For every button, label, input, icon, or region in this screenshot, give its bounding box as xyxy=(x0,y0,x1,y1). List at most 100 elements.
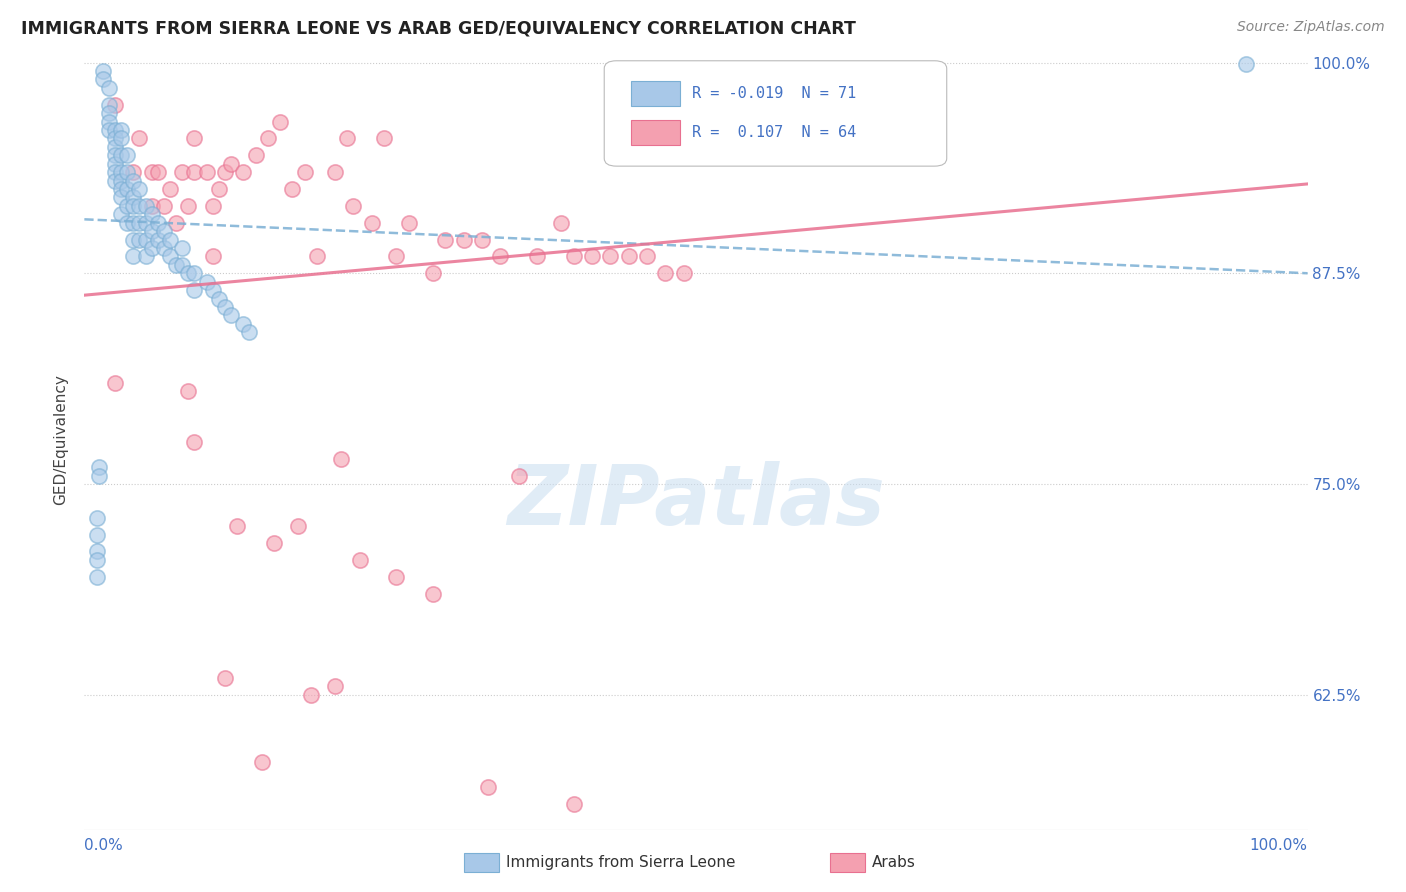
Point xyxy=(122,199,145,213)
Point xyxy=(86,527,108,541)
Point xyxy=(97,123,120,137)
Point xyxy=(226,519,249,533)
Point xyxy=(177,384,200,399)
Point xyxy=(104,173,127,187)
Point xyxy=(141,207,163,221)
Point xyxy=(165,258,187,272)
Text: Arabs: Arabs xyxy=(872,855,915,870)
Point xyxy=(232,317,254,331)
Point xyxy=(508,468,530,483)
Point xyxy=(172,241,194,255)
Point xyxy=(115,182,138,196)
Point xyxy=(141,199,163,213)
Point xyxy=(177,199,200,213)
Point xyxy=(562,797,585,812)
Point xyxy=(177,266,200,280)
Point xyxy=(305,249,328,263)
Point xyxy=(159,249,181,263)
Text: R =  0.107  N = 64: R = 0.107 N = 64 xyxy=(692,125,856,140)
Point xyxy=(135,199,157,213)
Point xyxy=(183,283,205,297)
Point xyxy=(201,199,224,213)
Point xyxy=(263,536,285,550)
Point xyxy=(110,131,132,145)
Point xyxy=(195,165,218,179)
Point xyxy=(373,131,395,145)
Point xyxy=(141,241,163,255)
Point xyxy=(257,131,280,145)
Point xyxy=(172,258,194,272)
Point xyxy=(654,266,676,280)
Point xyxy=(323,165,346,179)
Point xyxy=(153,241,176,255)
Point xyxy=(245,148,267,162)
Point xyxy=(128,131,150,145)
Point xyxy=(146,216,169,230)
Point xyxy=(336,131,359,145)
Point xyxy=(153,199,176,213)
Point xyxy=(422,266,444,280)
Point xyxy=(91,72,114,87)
Point xyxy=(183,266,205,280)
Point xyxy=(360,216,382,230)
Point xyxy=(86,544,108,558)
Point xyxy=(195,275,218,289)
Point xyxy=(86,510,108,524)
Point xyxy=(422,586,444,600)
Point xyxy=(146,165,169,179)
Point xyxy=(172,165,194,179)
Point xyxy=(250,755,273,769)
Point xyxy=(219,309,242,323)
Point xyxy=(110,190,132,204)
Point xyxy=(115,199,138,213)
Point xyxy=(128,216,150,230)
Point xyxy=(104,140,127,154)
Point xyxy=(617,249,640,263)
Point xyxy=(581,249,603,263)
Point xyxy=(115,216,138,230)
Text: 0.0%: 0.0% xyxy=(84,838,124,853)
Point xyxy=(122,249,145,263)
Point xyxy=(550,216,572,230)
Point xyxy=(398,216,420,230)
Point xyxy=(146,233,169,247)
Point xyxy=(141,224,163,238)
Point xyxy=(86,553,108,567)
Point xyxy=(122,173,145,187)
Point xyxy=(97,80,120,95)
Point xyxy=(489,249,512,263)
Point xyxy=(219,157,242,171)
Text: Source: ZipAtlas.com: Source: ZipAtlas.com xyxy=(1237,20,1385,34)
Point xyxy=(201,283,224,297)
Point xyxy=(349,553,371,567)
Text: IMMIGRANTS FROM SIERRA LEONE VS ARAB GED/EQUIVALENCY CORRELATION CHART: IMMIGRANTS FROM SIERRA LEONE VS ARAB GED… xyxy=(21,20,856,37)
Point xyxy=(281,182,304,196)
Point xyxy=(385,249,408,263)
Point xyxy=(269,114,291,128)
Point xyxy=(122,216,145,230)
Point xyxy=(87,468,110,483)
Point xyxy=(110,173,132,187)
Point xyxy=(104,376,127,390)
Point xyxy=(153,224,176,238)
Point xyxy=(128,182,150,196)
Point xyxy=(115,165,138,179)
Point xyxy=(128,233,150,247)
Point xyxy=(97,114,120,128)
Y-axis label: GED/Equivalency: GED/Equivalency xyxy=(53,374,69,505)
Point xyxy=(97,97,120,112)
Point xyxy=(135,216,157,230)
Point xyxy=(104,148,127,162)
Point xyxy=(165,216,187,230)
Point xyxy=(110,148,132,162)
Point xyxy=(91,64,114,78)
Point xyxy=(122,233,145,247)
Point xyxy=(287,519,309,533)
Point xyxy=(110,182,132,196)
Point xyxy=(672,266,695,280)
Point xyxy=(115,148,138,162)
Point xyxy=(471,233,494,247)
Text: 100.0%: 100.0% xyxy=(1250,838,1308,853)
Point xyxy=(104,131,127,145)
Point xyxy=(128,199,150,213)
